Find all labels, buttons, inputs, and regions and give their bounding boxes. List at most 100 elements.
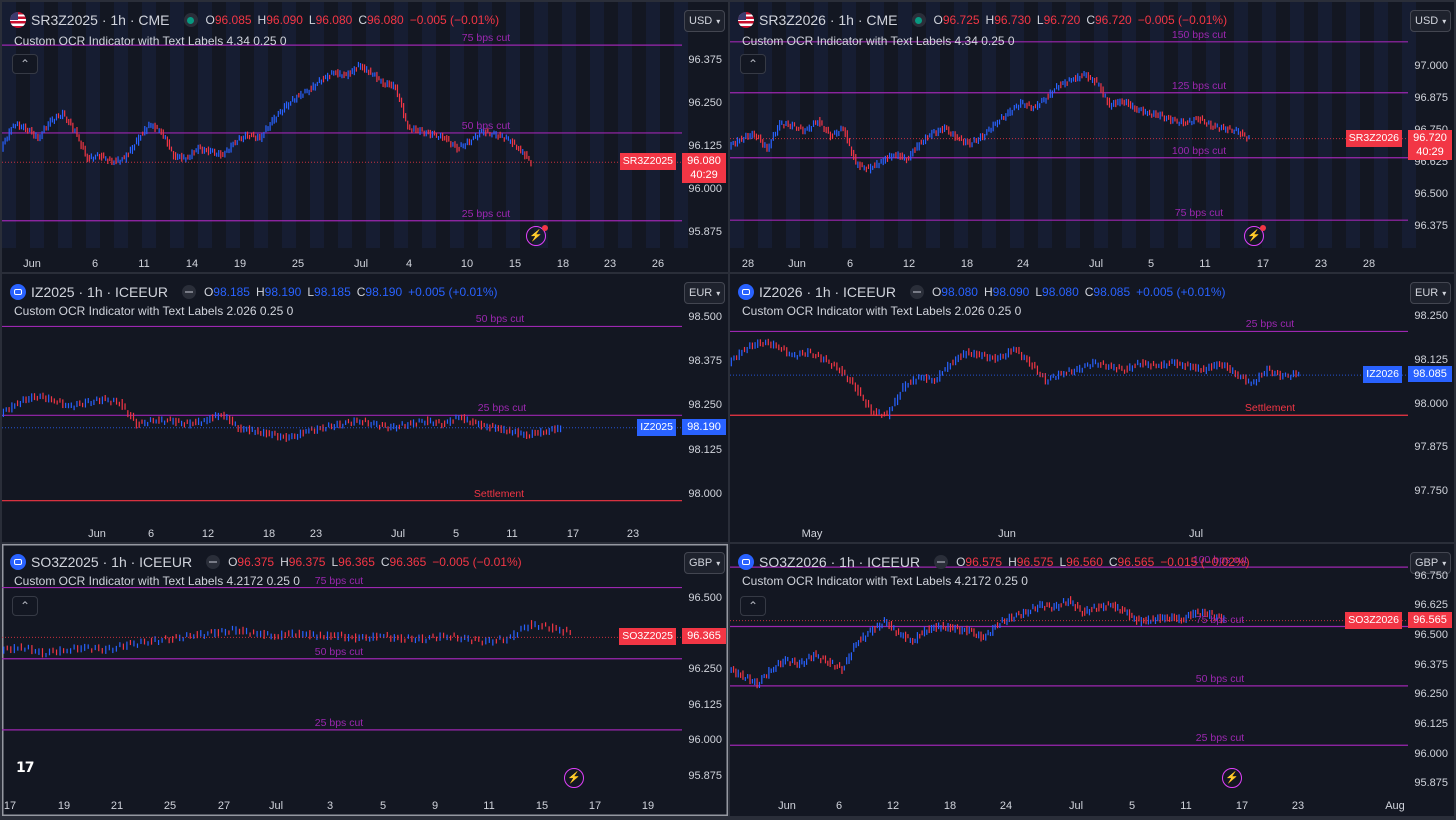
ohlc-key: H	[985, 13, 995, 27]
x-axis-label: 5	[452, 528, 460, 540]
currency-value: GBP	[1415, 557, 1439, 569]
symbol-header[interactable]: SO3Z2026 · 1h · ICEEUR O96.575 H96.575 L96.…	[738, 552, 1250, 572]
currency-selector[interactable]: EUR ▾	[684, 282, 726, 304]
x-axis-label: 25	[163, 800, 177, 812]
symbol-header[interactable]: SR3Z2026 · 1h · CME O96.725 H96.730 L96.720…	[738, 10, 1227, 30]
session-band	[366, 2, 380, 248]
alert-bolt-icon[interactable]: ⚡	[1244, 225, 1266, 246]
chart-pane[interactable]: 75 bps cut 50 bps cut 25 bps cut SO3Z2025 ·…	[2, 544, 728, 816]
level-label: 25 bps cut	[1195, 732, 1245, 745]
last-price-value: 96.565	[1413, 613, 1447, 626]
level-label: 75 bps cut	[314, 574, 364, 587]
last-price-tag: 96.080 40:29	[682, 153, 726, 184]
symbol-title[interactable]: IZ2025 · 1h · ICEEUR	[31, 284, 168, 300]
y-axis-label: 97.000	[1414, 60, 1448, 73]
tradingview-logo[interactable]: 17	[16, 760, 35, 776]
currency-selector[interactable]: USD ▾	[684, 10, 726, 32]
collapse-legend-button[interactable]: ⌃	[12, 54, 38, 74]
x-axis-label: 6	[147, 528, 155, 540]
session-band	[58, 2, 72, 248]
x-axis-label: 21	[110, 800, 124, 812]
x-axis-label: 15	[508, 258, 522, 270]
symbol-title[interactable]: SO3Z2026 · 1h · ICEEUR	[759, 554, 921, 570]
y-axis-label: 96.000	[1414, 747, 1448, 760]
symbol-title[interactable]: SR3Z2026 · 1h · CME	[759, 12, 898, 28]
symbol-header[interactable]: SO3Z2025 · 1h · ICEEUR O96.375 H96.375 L96.…	[10, 552, 522, 572]
price-chart[interactable]	[730, 2, 1454, 272]
collapse-legend-button[interactable]: ⌃	[12, 596, 38, 616]
chevron-down-icon: ▾	[716, 289, 721, 298]
last-price-value: 96.080	[687, 155, 721, 168]
exchange-icon	[10, 554, 26, 570]
x-axis-label: May	[801, 528, 823, 540]
symbol-title[interactable]: SO3Z2025 · 1h · ICEEUR	[31, 554, 193, 570]
last-price-value: 96.365	[687, 630, 721, 643]
chart-pane[interactable]: 50 bps cut 25 bps cut Settlement IZ2025 · 1…	[2, 274, 728, 542]
y-axis-label: 98.000	[688, 488, 722, 501]
session-band	[478, 2, 492, 248]
session-band	[282, 2, 296, 248]
ohlc-values: O96.725 H96.730 L96.720 C96.720 −0.005 (−0.0…	[934, 13, 1228, 27]
alert-bolt-icon[interactable]: ⚡	[564, 768, 584, 788]
indicator-label[interactable]: Custom OCR Indicator with Text Labels 4.…	[742, 574, 1028, 588]
session-band	[786, 2, 800, 248]
y-axis-label: 96.250	[688, 96, 722, 109]
symbol-title[interactable]: SR3Z2025 · 1h · CME	[31, 12, 170, 28]
indicator-label[interactable]: Custom OCR Indicator with Text Labels 4.…	[742, 34, 1015, 48]
ohlc-key: H	[1008, 555, 1017, 569]
y-axis-label: 96.625	[1414, 599, 1448, 612]
symbol-header[interactable]: SR3Z2025 · 1h · CME O96.085 H96.090 L96.080…	[10, 10, 499, 30]
chart-pane[interactable]: 25 bps cut Settlement IZ2026 · 1h · ICEEUR…	[730, 274, 1454, 542]
ohlc-key: C	[358, 13, 367, 27]
price-chart[interactable]	[730, 274, 1454, 542]
price-chart[interactable]	[2, 2, 728, 272]
chart-pane[interactable]: 75 bps cut 50 bps cut 25 bps cut SR3Z2025 ·…	[2, 2, 728, 272]
currency-selector[interactable]: USD ▾	[1410, 10, 1452, 32]
chart-pane[interactable]: 100 bps cut 75 bps cut 50 bps cut 25 bps cu…	[730, 544, 1454, 816]
x-axis-label: Jul	[268, 800, 284, 812]
last-price-value: 98.190	[687, 420, 721, 433]
price-chart[interactable]	[730, 544, 1454, 816]
currency-selector[interactable]: GBP ▾	[1410, 552, 1452, 574]
indicator-label[interactable]: Custom OCR Indicator with Text Labels 4.…	[14, 34, 287, 48]
currency-selector[interactable]: GBP ▾	[684, 552, 726, 574]
market-closed-icon	[934, 555, 949, 569]
x-axis-label: 26	[651, 258, 665, 270]
alert-bolt-icon[interactable]: ⚡	[1222, 768, 1242, 788]
price-chart[interactable]	[2, 274, 728, 542]
currency-selector[interactable]: EUR ▾	[1410, 282, 1452, 304]
x-axis-label: 12	[902, 258, 916, 270]
collapse-legend-button[interactable]: ⌃	[740, 596, 766, 616]
symbol-header[interactable]: IZ2026 · 1h · ICEEUR O98.080 H98.090 L98.08…	[738, 282, 1226, 302]
chart-pane[interactable]: 150 bps cut 125 bps cut 100 bps cut 75 bps …	[730, 2, 1454, 272]
ohlc-l: 98.080	[1042, 285, 1079, 299]
level-label: 100 bps cut	[1171, 144, 1227, 157]
symbol-title[interactable]: IZ2026 · 1h · ICEEUR	[759, 284, 896, 300]
session-band	[394, 2, 408, 248]
indicator-label[interactable]: Custom OCR Indicator with Text Labels 2.…	[14, 304, 294, 318]
x-axis-label: Jul	[353, 258, 369, 270]
ohlc-key: L	[1035, 285, 1043, 299]
session-band	[898, 2, 912, 248]
x-axis-label: 17	[1235, 800, 1249, 812]
level-label: 50 bps cut	[314, 645, 364, 658]
ohlc-key: L	[1059, 555, 1067, 569]
session-band	[1318, 2, 1332, 248]
symbol-price-tag: SR3Z2025	[619, 153, 676, 171]
session-band	[1038, 2, 1052, 248]
level-label: 25 bps cut	[477, 402, 527, 415]
indicator-label[interactable]: Custom OCR Indicator with Text Labels 2.…	[742, 304, 1022, 318]
x-axis-label: 18	[960, 258, 974, 270]
alert-bolt-icon[interactable]: ⚡	[526, 225, 548, 246]
symbol-header[interactable]: IZ2025 · 1h · ICEEUR O98.185 H98.190 L98.18…	[10, 282, 498, 302]
session-band	[114, 2, 128, 248]
level-label: 75 bps cut	[461, 32, 511, 45]
price-chart[interactable]	[2, 544, 728, 816]
collapse-legend-button[interactable]: ⌃	[740, 54, 766, 74]
ohlc-h: 98.090	[992, 285, 1030, 299]
x-axis-label: Jun	[88, 528, 106, 540]
session-band	[1150, 2, 1164, 248]
last-price-tag: 98.085	[1408, 366, 1452, 383]
indicator-label[interactable]: Custom OCR Indicator with Text Labels 4.…	[14, 574, 300, 588]
ohlc-key: L	[1036, 13, 1044, 27]
